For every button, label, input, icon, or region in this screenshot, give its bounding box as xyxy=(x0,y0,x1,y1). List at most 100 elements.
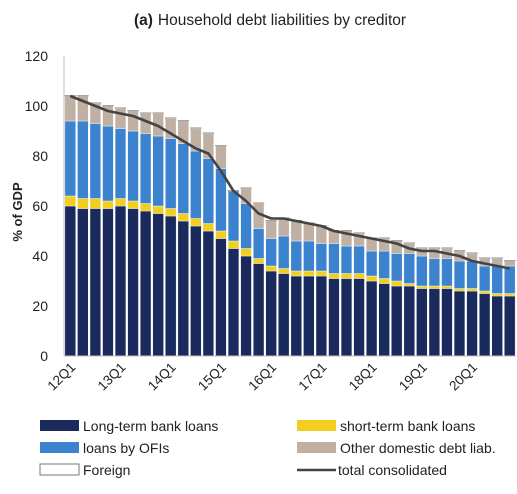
bar-long-term-bank-loans xyxy=(315,275,327,357)
bar-long-term-bank-loans xyxy=(328,278,340,357)
bar-loans-by-ofis xyxy=(127,130,139,202)
bar-loans-by-ofis xyxy=(441,258,453,287)
bar-loans-by-ofis xyxy=(353,245,365,274)
bar-long-term-bank-loans xyxy=(227,248,240,357)
bar-foreign xyxy=(240,187,252,189)
legend-item: total consolidated xyxy=(297,462,447,478)
bar-loans-by-ofis xyxy=(278,235,290,269)
bar-long-term-bank-loans xyxy=(278,273,290,357)
bar-long-term-bank-loans xyxy=(152,213,164,357)
bar-other-domestic-debt-liab xyxy=(290,220,302,242)
bar-loans-by-ofis xyxy=(378,250,390,279)
bar-long-term-bank-loans xyxy=(504,295,516,357)
bar-short-term-bank-loans xyxy=(177,213,189,222)
total-consolidated-line xyxy=(69,94,510,270)
legend-item: Long-term bank loans xyxy=(40,418,218,434)
bar-foreign xyxy=(77,95,89,97)
bar-long-term-bank-loans xyxy=(453,290,466,357)
bar-loans-by-ofis xyxy=(428,258,440,287)
bar-other-domestic-debt-liab xyxy=(278,218,290,237)
bar-long-term-bank-loans xyxy=(403,285,415,357)
legend-label: Other domestic debt liab. xyxy=(340,440,496,456)
x-tick-label: 18Q1 xyxy=(346,360,380,394)
x-tick-label: 16Q1 xyxy=(245,360,279,394)
chart-title-tag: (a) xyxy=(134,12,153,29)
bar-loans-by-ofis xyxy=(114,128,127,199)
bar-long-term-bank-loans xyxy=(353,278,365,357)
bar-long-term-bank-loans xyxy=(77,208,89,357)
bar-loans-by-ofis xyxy=(491,265,503,294)
y-tick-label: 20 xyxy=(32,298,48,314)
bar-loans-by-ofis xyxy=(453,260,466,289)
bar-other-domestic-debt-liab xyxy=(64,95,76,122)
x-tick-label: 13Q1 xyxy=(95,360,129,394)
bar-foreign xyxy=(114,107,127,109)
bar-loans-by-ofis xyxy=(102,125,114,202)
bar-short-term-bank-loans xyxy=(416,285,428,289)
bar-short-term-bank-loans xyxy=(403,283,415,287)
y-axis-ticks: 0 20 40 60 80 100 120 xyxy=(25,48,65,364)
bar-long-term-bank-loans xyxy=(441,288,453,357)
x-tick-label: 15Q1 xyxy=(195,360,229,394)
bar-long-term-bank-loans xyxy=(202,230,214,357)
bar-loans-by-ofis xyxy=(315,243,327,272)
bar-foreign xyxy=(453,250,466,252)
legend-item: Foreign xyxy=(39,462,130,478)
bar-short-term-bank-loans xyxy=(303,270,315,277)
legend-label: Long-term bank loans xyxy=(83,418,218,434)
bar-foreign xyxy=(165,117,177,119)
legend-label: loans by OFIs xyxy=(83,440,169,456)
bar-short-term-bank-loans xyxy=(315,270,327,277)
bar-loans-by-ofis xyxy=(403,253,415,284)
bar-layer xyxy=(64,95,516,357)
legend-item: loans by OFIs xyxy=(40,440,169,456)
bar-long-term-bank-loans xyxy=(165,215,177,357)
legend-swatch xyxy=(297,420,336,431)
x-tick-label: 14Q1 xyxy=(145,360,179,394)
bar-foreign xyxy=(102,105,114,107)
bar-foreign xyxy=(378,237,390,239)
bar-short-term-bank-loans xyxy=(366,275,378,282)
bar-loans-by-ofis xyxy=(89,123,101,199)
bar-short-term-bank-loans xyxy=(202,223,214,232)
bar-other-domestic-debt-liab xyxy=(303,223,315,242)
bar-short-term-bank-loans xyxy=(441,285,453,289)
bar-long-term-bank-loans xyxy=(290,275,302,357)
bar-loans-by-ofis xyxy=(479,265,491,292)
bar-foreign xyxy=(504,260,516,262)
y-tick-label: 80 xyxy=(32,148,48,164)
bar-foreign xyxy=(466,252,478,254)
bar-foreign xyxy=(215,145,227,147)
bar-short-term-bank-loans xyxy=(227,240,240,249)
bar-short-term-bank-loans xyxy=(491,293,503,297)
bar-short-term-bank-loans xyxy=(353,273,365,279)
bar-foreign xyxy=(177,120,189,122)
bar-foreign xyxy=(428,247,441,249)
bar-short-term-bank-loans xyxy=(278,268,290,274)
bar-long-term-bank-loans xyxy=(366,280,378,357)
bar-foreign xyxy=(202,132,215,134)
bar-other-domestic-debt-liab xyxy=(265,220,277,239)
bar-short-term-bank-loans xyxy=(378,278,390,284)
bar-short-term-bank-loans xyxy=(328,273,340,279)
bar-long-term-bank-loans xyxy=(140,210,152,357)
bar-long-term-bank-loans xyxy=(391,285,403,357)
bar-foreign xyxy=(252,202,265,204)
bar-foreign xyxy=(265,220,277,222)
x-axis-ticks: 12Q1 13Q1 14Q1 15Q1 16Q1 17Q1 18Q1 19Q1 20Q1 xyxy=(44,360,480,394)
y-axis-label: % of GDP xyxy=(10,182,25,242)
bar-loans-by-ofis xyxy=(466,260,478,289)
legend-swatch xyxy=(40,420,79,431)
legend-label: short-term bank loans xyxy=(340,418,475,434)
bar-short-term-bank-loans xyxy=(102,200,114,209)
y-tick-label: 0 xyxy=(40,348,48,364)
bar-short-term-bank-loans xyxy=(466,288,478,292)
bar-foreign xyxy=(340,230,353,232)
bar-long-term-bank-loans xyxy=(491,295,503,357)
bar-short-term-bank-loans xyxy=(215,230,227,239)
x-tick-label: 17Q1 xyxy=(296,360,330,394)
bar-short-term-bank-loans xyxy=(253,258,265,264)
bar-loans-by-ofis xyxy=(340,245,353,274)
